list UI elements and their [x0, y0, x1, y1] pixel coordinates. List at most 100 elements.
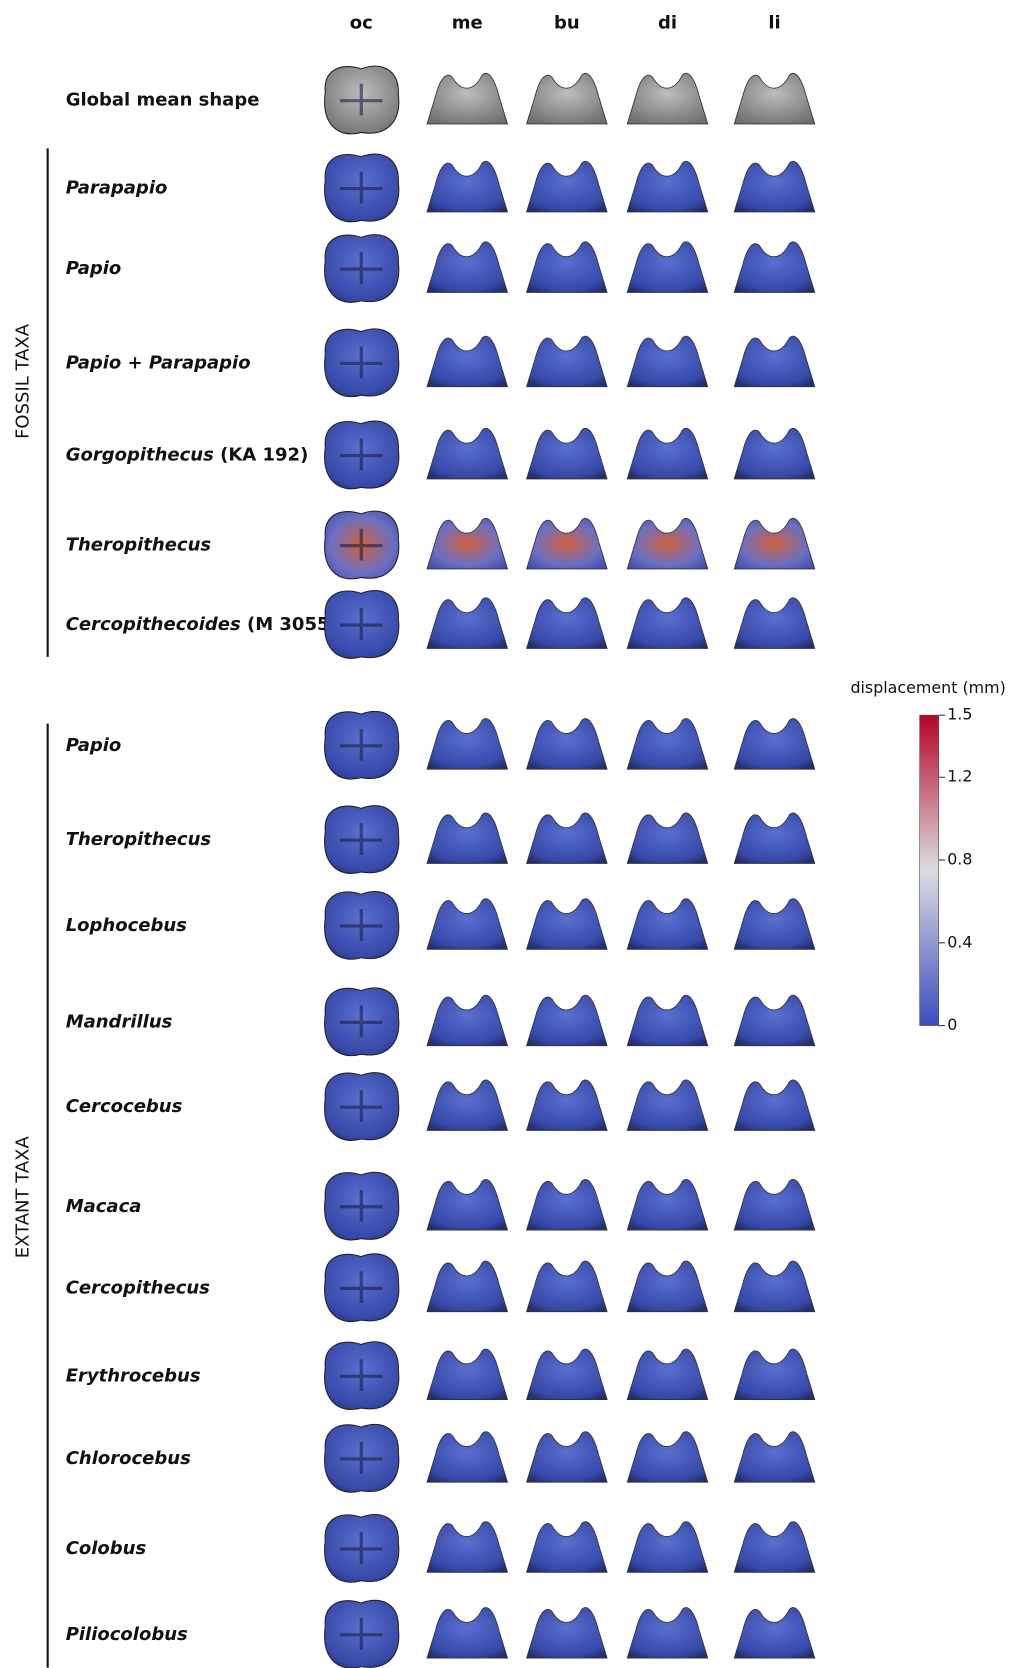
- crown-view: [426, 597, 509, 649]
- fissure: [340, 1441, 383, 1474]
- crown-view: [626, 994, 709, 1047]
- column-header: di: [658, 12, 677, 33]
- taxon-name: Papio: [66, 258, 122, 279]
- crown-view: [426, 427, 509, 480]
- crown-view: [525, 241, 608, 293]
- crown-view: [626, 1079, 709, 1131]
- row-label: Lophocebus: [66, 915, 187, 936]
- row-label: Theropithecus: [66, 829, 212, 850]
- fissure: [340, 823, 383, 856]
- crown-view: [525, 335, 608, 388]
- crown-view: [733, 73, 816, 125]
- crown-view: [626, 718, 709, 770]
- crown-view: [733, 335, 816, 388]
- crown-view: [426, 160, 509, 213]
- row-label: Mandrillus: [66, 1011, 173, 1032]
- crown-view: [626, 1260, 709, 1313]
- row-label: Colobus: [66, 1538, 147, 1559]
- taxon-name: Cercocebus: [66, 1096, 183, 1117]
- crown-view: [733, 1179, 816, 1231]
- fissure: [340, 1617, 383, 1650]
- crown-view: [525, 1260, 608, 1313]
- taxon-name: Theropithecus: [66, 829, 212, 850]
- column-header: bu: [554, 12, 580, 33]
- taxon-name: Cercopithecus: [66, 1277, 210, 1298]
- crown-view: [426, 718, 509, 770]
- fissure: [340, 909, 383, 941]
- fissure: [340, 1532, 383, 1564]
- colorbar-label: displacement (mm): [850, 678, 1005, 697]
- crown-view: [733, 1607, 816, 1659]
- crown-view: [733, 160, 816, 213]
- crown-view: [426, 1079, 509, 1131]
- crown-view: [733, 994, 816, 1047]
- row-label: Piliocolobus: [66, 1624, 188, 1645]
- crown-view: [525, 1431, 608, 1483]
- taxon-name: Erythrocebus: [66, 1365, 201, 1386]
- crown-view: [733, 241, 816, 293]
- figure-body: oc me bu di li Global mean shape FOSSIL TAXA Pa…: [12, 12, 1006, 1668]
- crown-view: [626, 518, 709, 570]
- taxon-name: Cercopithecoides: [66, 614, 241, 635]
- crown-view: [733, 1521, 816, 1573]
- fissure: [340, 528, 383, 561]
- crown-view: [426, 1260, 509, 1313]
- crown-view: [426, 73, 509, 125]
- fissure: [340, 1189, 383, 1222]
- fissure: [340, 1005, 383, 1038]
- fissure: [340, 346, 383, 379]
- crown-view: [733, 812, 816, 864]
- crown-view: [733, 1431, 816, 1483]
- row-label: Papio: [66, 735, 122, 756]
- column-header: oc: [350, 12, 373, 33]
- colorbar-tick-label: 0: [947, 1015, 957, 1034]
- row-label: Global mean shape: [66, 90, 260, 111]
- taxon-name: Theropithecus: [66, 535, 212, 556]
- crown-view: [626, 597, 709, 649]
- crown-view: [733, 597, 816, 649]
- row-label: Gorgopithecus (KA 192): [66, 445, 309, 466]
- crown-view: [733, 1348, 816, 1401]
- crown-view: [525, 1607, 608, 1659]
- fissure: [340, 728, 383, 761]
- crown-view: [733, 1260, 816, 1313]
- taxon-name: Parapapio: [66, 178, 168, 199]
- crown-view: [525, 160, 608, 213]
- crown-view: [733, 1079, 816, 1131]
- crown-view: [525, 1179, 608, 1231]
- fissure: [340, 171, 383, 204]
- fissure: [340, 608, 383, 640]
- crown-view: [426, 1179, 509, 1231]
- crown-view: [626, 73, 709, 125]
- taxon-name: Papio + Parapapio: [66, 352, 251, 373]
- row-label: Theropithecus: [66, 535, 212, 556]
- crown-view: [626, 1607, 709, 1659]
- crown-view: [525, 597, 608, 649]
- crown-view: [426, 994, 509, 1047]
- crown-view: [626, 335, 709, 388]
- specimen-id: (M 3055): [247, 614, 338, 635]
- crown-view: [525, 898, 608, 950]
- crown-view: [426, 1348, 509, 1401]
- crown-view: [525, 812, 608, 864]
- taxon-name: Chlorocebus: [66, 1448, 191, 1469]
- crown-view: [426, 335, 509, 388]
- taxon-name: Mandrillus: [66, 1011, 173, 1032]
- crown-view: [626, 1348, 709, 1401]
- row-label: Cercopithecus: [66, 1277, 210, 1298]
- taxon-name: Global mean shape: [66, 90, 260, 111]
- fissure: [340, 252, 383, 284]
- row-label: Chlorocebus: [66, 1448, 191, 1469]
- crown-view: [426, 1521, 509, 1573]
- crown-view: [626, 1521, 709, 1573]
- crown-view: [733, 898, 816, 950]
- crown-view: [426, 518, 509, 570]
- taxon-name: Colobus: [66, 1538, 147, 1559]
- crown-view: [426, 898, 509, 950]
- taxon-name: Macaca: [66, 1196, 142, 1217]
- crown-view: [626, 812, 709, 864]
- taxon-name: Papio: [66, 735, 122, 756]
- crown-view: [626, 1179, 709, 1231]
- specimen-id: (KA 192): [220, 445, 308, 466]
- column-header: li: [768, 12, 780, 33]
